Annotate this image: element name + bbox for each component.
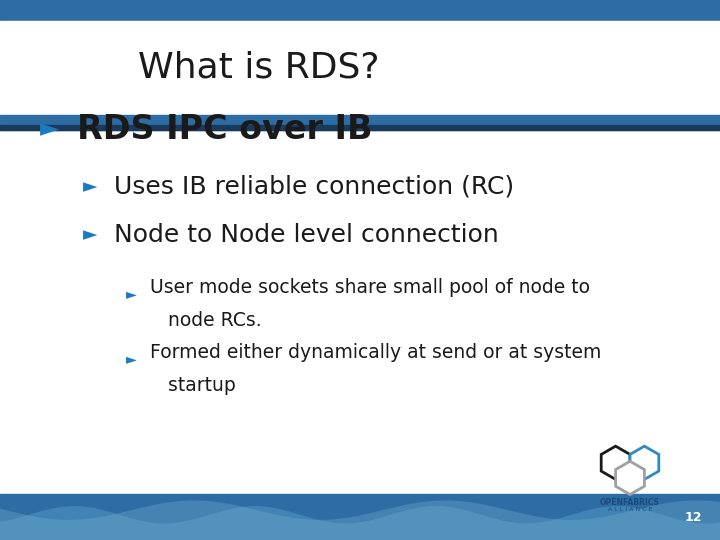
Polygon shape — [601, 446, 630, 480]
Text: Node to Node level connection: Node to Node level connection — [114, 223, 498, 247]
Text: node RCs.: node RCs. — [150, 310, 261, 330]
Text: Uses IB reliable connection (RC): Uses IB reliable connection (RC) — [114, 174, 514, 198]
Text: User mode sockets share small pool of node to: User mode sockets share small pool of no… — [150, 278, 590, 298]
Text: Formed either dynamically at send or at system: Formed either dynamically at send or at … — [150, 343, 601, 362]
Bar — [0, 115, 720, 130]
Polygon shape — [0, 501, 720, 540]
Bar — [0, 125, 720, 130]
Polygon shape — [616, 461, 644, 495]
Polygon shape — [0, 506, 720, 540]
Text: ►: ► — [40, 118, 59, 141]
Bar — [0, 494, 720, 540]
Text: ►: ► — [83, 177, 97, 196]
Text: 12: 12 — [685, 510, 702, 524]
Text: OPENFABRICS: OPENFABRICS — [600, 498, 660, 507]
Text: startup: startup — [150, 375, 235, 395]
Text: What is RDS?: What is RDS? — [138, 51, 380, 85]
Text: ►: ► — [126, 287, 137, 301]
Text: ►: ► — [126, 352, 137, 366]
Text: RDS IPC over IB: RDS IPC over IB — [77, 113, 372, 146]
Bar — [0, 21, 720, 115]
Text: ►: ► — [83, 225, 97, 245]
Polygon shape — [630, 446, 659, 480]
Text: A L L I A N C E: A L L I A N C E — [608, 507, 652, 512]
Bar — [0, 0, 720, 21]
